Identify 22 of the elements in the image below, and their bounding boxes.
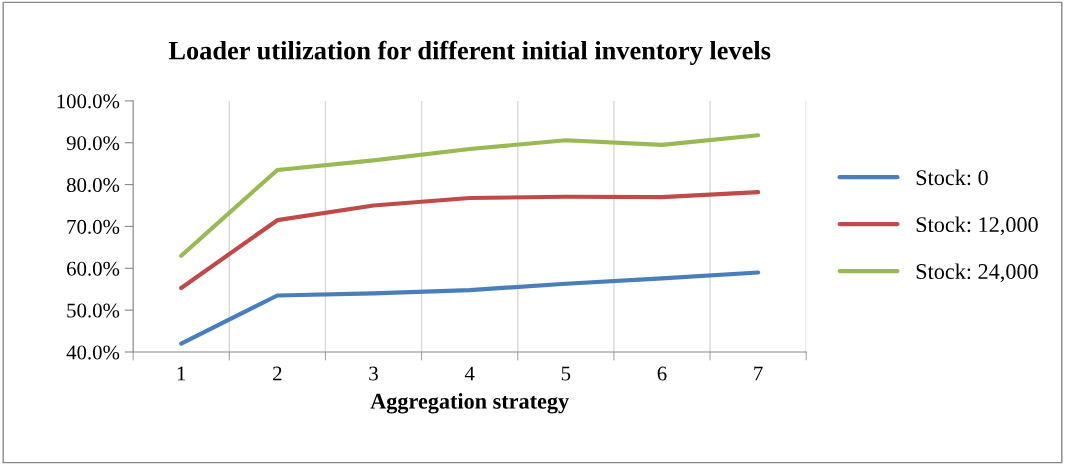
x-tick-label: 6 — [657, 366, 667, 381]
y-tick-label: 70.0% — [67, 219, 120, 234]
line-series — [179, 270, 761, 346]
y-tick-label: 40.0% — [66, 345, 120, 360]
x-tick-label: 7 — [754, 366, 763, 381]
legend-label: Stock: 24,000 — [916, 263, 1038, 283]
line-series — [179, 190, 761, 291]
y-tick-label: 50.0% — [67, 303, 120, 318]
y-tick-label: 90.0% — [66, 136, 120, 151]
x-tick-label: 5 — [561, 366, 571, 381]
y-tick-label: 80.0% — [66, 177, 120, 193]
y-tick-label: 100.0% — [57, 94, 120, 109]
chart-title: Loader utilization for different initial inventory levels — [168, 40, 771, 65]
x-tick-label: 2 — [273, 366, 282, 381]
x-axis-title: Aggregation strategy — [370, 393, 569, 414]
y-tick-label: 60.0% — [67, 261, 120, 276]
legend-label: Stock: 0 — [916, 169, 988, 186]
x-tick-label: 4 — [464, 366, 475, 381]
legend-label: Stock: 12,000 — [916, 216, 1038, 236]
x-tick-label: 1 — [177, 366, 186, 381]
line-series — [179, 133, 761, 258]
x-tick-label: 3 — [369, 366, 378, 381]
